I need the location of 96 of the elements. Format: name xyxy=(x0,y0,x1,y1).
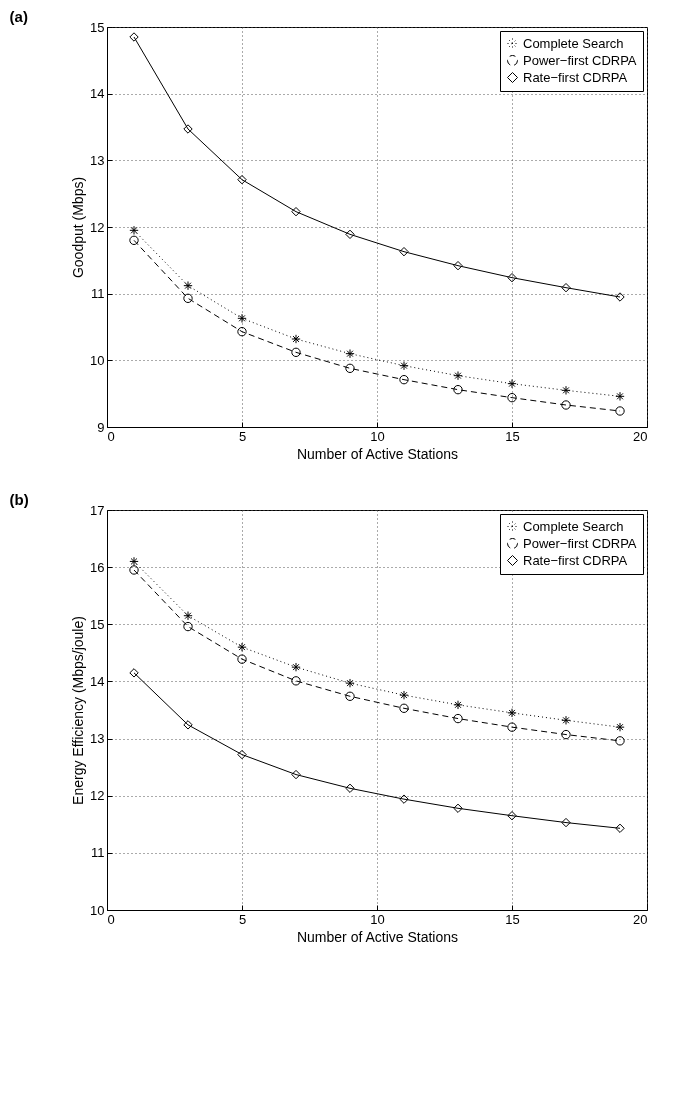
point xyxy=(615,292,625,302)
point xyxy=(399,374,409,385)
point xyxy=(183,293,193,304)
point xyxy=(399,690,409,700)
point xyxy=(291,206,301,217)
point xyxy=(399,360,409,371)
point xyxy=(453,803,463,813)
y-tick-label: 14 xyxy=(90,673,105,689)
point xyxy=(237,642,247,652)
point xyxy=(237,174,247,185)
y-tick-label: 16 xyxy=(90,559,105,575)
y-tick-label: 12 xyxy=(90,788,105,804)
legend-label: Power−first CDRPA xyxy=(523,52,637,68)
point xyxy=(237,749,247,760)
y-tick-label: 15 xyxy=(90,616,105,632)
point xyxy=(507,811,517,821)
point xyxy=(399,246,409,257)
x-tick-label: 5 xyxy=(238,911,247,927)
x-axis-title: Number of Active Stations xyxy=(296,445,459,462)
point xyxy=(615,823,625,833)
point xyxy=(399,703,409,713)
chart-title: (a) xyxy=(9,8,28,25)
x-axis-title: Number of Active Stations xyxy=(296,928,459,945)
y-tick-label: 12 xyxy=(90,219,105,235)
y-tick-label: 11 xyxy=(91,845,105,861)
point xyxy=(345,678,355,688)
x-tick-label: 0 xyxy=(107,911,115,927)
point xyxy=(129,235,139,246)
y-tick-label: 9 xyxy=(97,419,105,435)
point xyxy=(615,391,625,402)
point xyxy=(561,400,571,410)
point xyxy=(453,370,463,381)
point xyxy=(507,708,517,718)
point xyxy=(345,348,355,359)
point xyxy=(183,720,193,730)
legend-label: Power−first CDRPA xyxy=(523,535,637,551)
point xyxy=(615,406,625,416)
point xyxy=(507,378,517,389)
point xyxy=(453,700,463,710)
point xyxy=(291,769,301,780)
y-axis-title: Energy Efficiency (Mbps/joule) xyxy=(70,616,87,805)
point xyxy=(561,729,571,740)
point xyxy=(291,334,301,344)
point xyxy=(345,783,355,793)
y-tick-label: 14 xyxy=(90,86,105,102)
point xyxy=(183,124,193,134)
legend-label: Rate−first CDRPA xyxy=(523,69,628,85)
point xyxy=(507,392,517,403)
point xyxy=(291,347,301,358)
point xyxy=(561,385,571,396)
point xyxy=(561,817,571,828)
chart-title: (b) xyxy=(9,491,29,508)
point xyxy=(129,556,139,567)
x-tick-label: 20 xyxy=(633,911,648,927)
legend-label: Complete Search xyxy=(523,518,624,534)
point xyxy=(183,621,193,632)
x-tick-label: 10 xyxy=(370,428,385,444)
point xyxy=(453,260,463,271)
y-axis-title: Goodput (Mbps) xyxy=(70,176,87,279)
point xyxy=(345,229,355,240)
point xyxy=(345,363,355,374)
point xyxy=(183,611,193,621)
x-tick-label: 15 xyxy=(505,428,520,444)
point xyxy=(507,272,517,283)
point xyxy=(345,691,355,701)
point xyxy=(183,280,193,291)
y-tick-label: 13 xyxy=(90,731,105,747)
point xyxy=(291,662,301,672)
point xyxy=(237,654,247,664)
y-tick-label: 15 xyxy=(90,19,105,35)
point xyxy=(291,676,301,686)
y-tick-label: 11 xyxy=(91,286,105,302)
x-tick-label: 15 xyxy=(505,911,520,927)
x-tick-label: 5 xyxy=(238,428,247,444)
point xyxy=(237,326,247,337)
point xyxy=(453,384,463,395)
point xyxy=(561,282,571,293)
legend-label: Rate−first CDRPA xyxy=(523,552,628,568)
point xyxy=(237,313,247,324)
legend-label: Complete Search xyxy=(523,35,624,51)
point xyxy=(129,225,139,236)
y-tick-label: 17 xyxy=(90,502,105,518)
point xyxy=(129,668,139,678)
point xyxy=(615,736,625,746)
y-tick-label: 10 xyxy=(90,352,105,368)
point xyxy=(129,32,139,42)
point xyxy=(129,565,139,575)
x-tick-label: 20 xyxy=(633,428,648,444)
point xyxy=(561,715,571,725)
point xyxy=(399,794,409,804)
point xyxy=(507,722,517,732)
x-tick-label: 10 xyxy=(370,911,385,927)
x-tick-label: 0 xyxy=(107,428,115,444)
y-tick-label: 13 xyxy=(90,152,105,168)
point xyxy=(615,722,625,732)
point xyxy=(453,713,463,724)
